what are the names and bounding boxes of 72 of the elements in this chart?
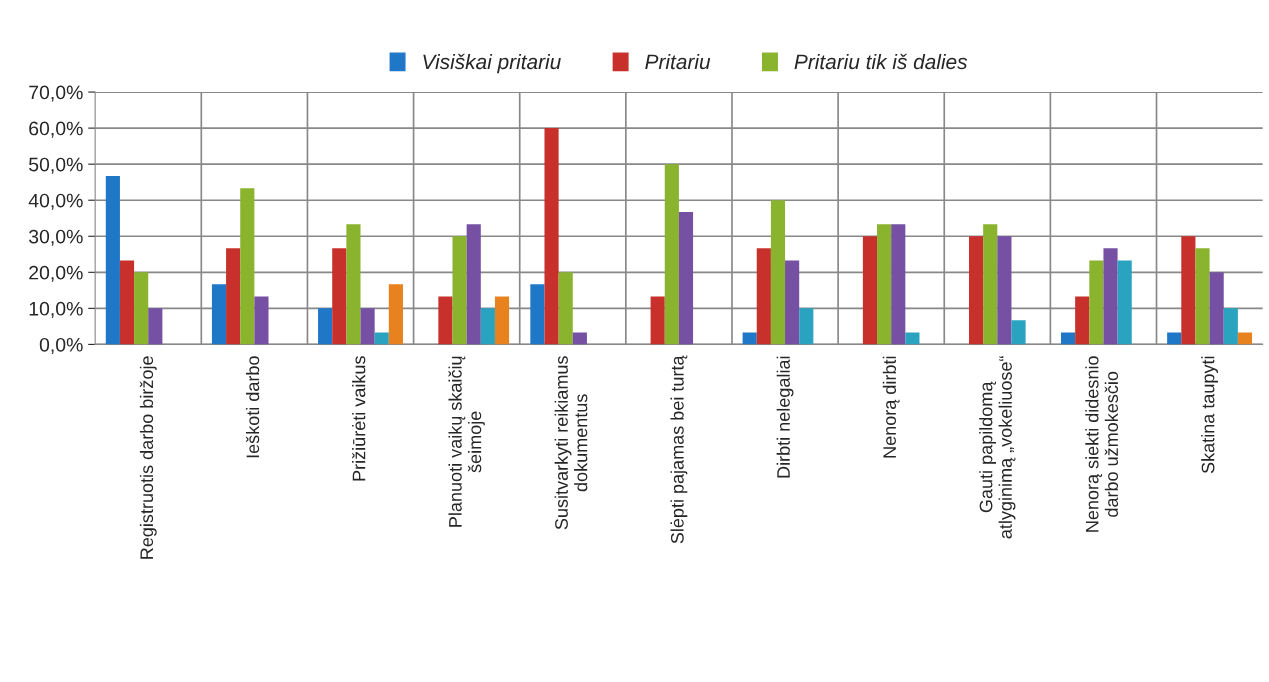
bar [1103, 248, 1118, 345]
bar [134, 272, 149, 345]
y-tick-label: 10,0% [29, 301, 83, 318]
bar [346, 224, 361, 345]
x-tick-label: Registruotis darbo biržoje [139, 356, 157, 559]
bar [544, 128, 559, 345]
bar [1089, 260, 1104, 345]
bar [318, 308, 333, 345]
legend-label: Visiškai pritariu [423, 53, 561, 74]
y-tick-label: 70,0% [29, 85, 83, 102]
y-tick-label: 20,0% [29, 265, 83, 282]
bar [332, 248, 347, 345]
x-tick-label: Dirbti nelegaliai [776, 356, 794, 478]
bar [799, 308, 814, 345]
bar [1167, 332, 1182, 345]
bar [211, 284, 227, 345]
y-tick-label: 30,0% [28, 229, 83, 246]
bar [494, 296, 510, 345]
x-tick-label: Nenorą siekti didesnio darbo užmokesčio [1085, 356, 1119, 532]
bar [452, 236, 467, 345]
bar [862, 236, 878, 345]
bar [148, 308, 163, 345]
x-tick-label: Prižiūrėti vaikus [352, 356, 366, 481]
x-tick-label: Planuoti vaikų skaičių šeimoje [448, 356, 485, 527]
bar [770, 200, 786, 345]
bar [254, 296, 269, 345]
bar [360, 308, 375, 345]
bar [572, 332, 587, 345]
bar [226, 248, 241, 345]
x-tick-label: Ieškoti darbo [245, 356, 260, 458]
bar [742, 332, 757, 345]
bar [438, 296, 453, 345]
bar [1117, 260, 1132, 345]
bar [678, 212, 694, 345]
bar [969, 236, 984, 345]
y-tick-label: 40,0% [28, 193, 83, 210]
bar [1181, 236, 1196, 345]
bar [877, 224, 892, 345]
bar [119, 260, 135, 345]
bar [983, 224, 998, 345]
bar [1223, 308, 1238, 345]
bar [480, 308, 495, 345]
legend-label: Pritariu tik iš dalies [794, 53, 968, 70]
y-tick-label: 60,0% [29, 121, 83, 138]
bar [240, 188, 255, 345]
bar [650, 296, 665, 345]
bar [1209, 272, 1224, 345]
bar [997, 236, 1012, 345]
x-tick-label: Slėpti pajamas bei turtą [670, 355, 688, 544]
bar [1011, 320, 1026, 345]
bar [466, 224, 481, 345]
y-tick-label: 0,0% [39, 337, 83, 354]
bar [1075, 296, 1090, 345]
bar [756, 248, 771, 345]
x-tick-label: Gauti papildomą atlyginimą „vokeliuose“ [979, 356, 1016, 539]
bar [530, 284, 545, 345]
bar [1237, 332, 1253, 345]
bar [558, 272, 573, 345]
bar [1195, 248, 1210, 345]
bar [664, 164, 679, 345]
x-tick-label: Skatina taupyti [1201, 356, 1218, 474]
bar [105, 176, 120, 345]
bar [1061, 332, 1076, 345]
y-tick-label: 50,0% [29, 157, 83, 174]
bar [785, 260, 800, 345]
bar [905, 332, 920, 345]
bar [374, 332, 389, 345]
legend-label: Pritariu [645, 53, 711, 70]
x-tick-label: Susitvarkyti reikiamus dokumentus [554, 356, 588, 530]
bar [891, 224, 906, 345]
bar [388, 284, 403, 345]
x-tick-label: Nenorą dirbti [882, 356, 900, 458]
